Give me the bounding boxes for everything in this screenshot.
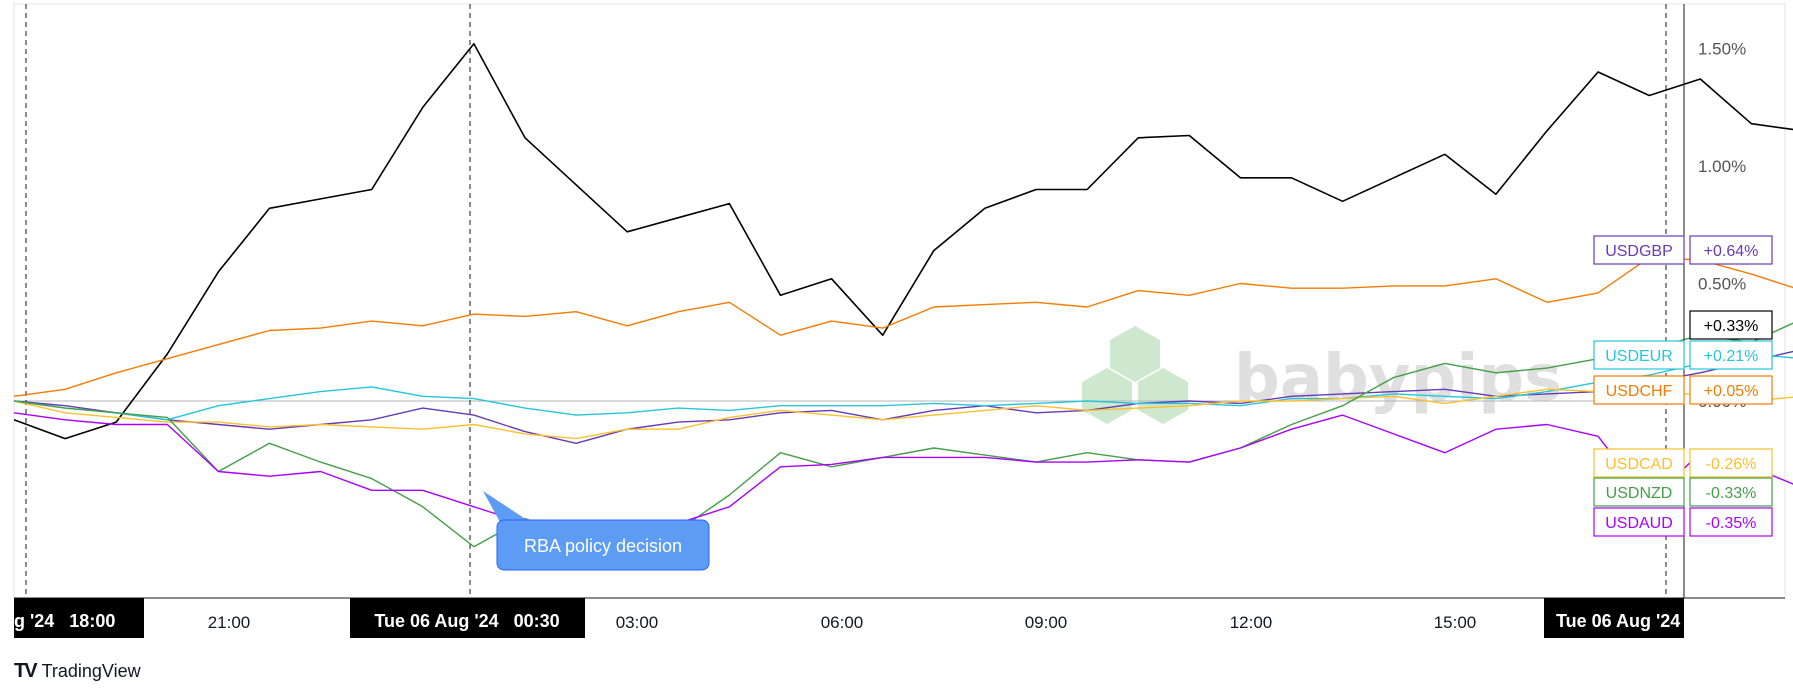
x-end-label-box bbox=[1544, 598, 1684, 638]
series-value-badge bbox=[1689, 340, 1773, 370]
tradingview-logo-icon: TV bbox=[14, 660, 38, 682]
watermark-text: babypips bbox=[1234, 342, 1562, 416]
series-value-label: +0.64% bbox=[1704, 243, 1759, 260]
tradingview-branding: TV TradingView bbox=[14, 660, 141, 683]
series-name-badge bbox=[1593, 375, 1685, 405]
x-highlight-label-box bbox=[350, 598, 585, 638]
series-value-label: -0.26% bbox=[1706, 456, 1757, 473]
x-highlight-label: Tue 06 Aug '24 00:30 bbox=[374, 611, 559, 631]
series-value-badge bbox=[1689, 375, 1773, 405]
series-lines bbox=[13, 42, 1793, 548]
series-line-usdeur bbox=[13, 353, 1793, 421]
series-line-usdnzd bbox=[13, 322, 1793, 548]
series-name-badge bbox=[1593, 340, 1685, 370]
series-name-label: USDNZD bbox=[1606, 485, 1673, 502]
callout-text: RBA policy decision bbox=[524, 536, 682, 556]
series-value-label: +0.33% bbox=[1704, 318, 1759, 335]
x-tick-label: 12:00 bbox=[1230, 613, 1273, 632]
series-line-usdgbp bbox=[13, 350, 1793, 444]
series-name-badge bbox=[1593, 477, 1685, 507]
series-line-usdchf bbox=[13, 256, 1793, 397]
series-name-badge bbox=[1593, 507, 1685, 537]
y-tick-label: 1.50% bbox=[1698, 40, 1746, 59]
series-value-badge bbox=[1689, 507, 1773, 537]
series-name-badge bbox=[1593, 448, 1685, 478]
series-line-usdcad bbox=[13, 388, 1793, 440]
series-value-label: +0.21% bbox=[1704, 348, 1759, 365]
series-value-label: -0.35% bbox=[1706, 515, 1757, 532]
x-end-label: Tue 06 Aug '24 bbox=[1556, 611, 1680, 631]
y-tick-label: 1.00% bbox=[1698, 157, 1746, 176]
x-tick-label: 21:00 bbox=[208, 613, 251, 632]
series-value-badge bbox=[1689, 310, 1773, 340]
series-name-badge bbox=[1593, 235, 1685, 265]
x-tick-label: 03:00 bbox=[616, 613, 659, 632]
annotation-callout: RBA policy decision bbox=[483, 491, 710, 571]
series-value-badge bbox=[1689, 477, 1773, 507]
series-name-label: USDAUD bbox=[1605, 515, 1673, 532]
series-name-label: USDCAD bbox=[1605, 456, 1673, 473]
series-line-usdjpy bbox=[13, 42, 1793, 440]
callout-pointer bbox=[483, 491, 530, 522]
x-end-label-group: Tue 06 Aug '24 bbox=[1544, 598, 1684, 638]
series-line-usdaud bbox=[13, 412, 1793, 538]
chart-frame bbox=[13, 3, 1786, 599]
callout-box bbox=[496, 519, 710, 571]
series-name-label: USDGBP bbox=[1605, 243, 1673, 260]
y-tick-label: 0.50% bbox=[1698, 275, 1746, 294]
watermark-hex-icon bbox=[1110, 326, 1160, 382]
brand-name: TradingView bbox=[41, 661, 141, 681]
x-start-label: g '24 18:00 bbox=[14, 611, 115, 631]
x-start-label-box bbox=[14, 598, 144, 638]
series-name-label: USDEUR bbox=[1605, 348, 1673, 365]
series-name-label: USDCHF bbox=[1606, 383, 1673, 400]
watermark-hex-icon bbox=[1138, 368, 1188, 424]
x-axis: 21:00 03:00 06:00 09:00 12:00 15:00 g '24 18:0… bbox=[14, 598, 1684, 638]
series-value-badge bbox=[1689, 235, 1773, 265]
x-tick-label: 09:00 bbox=[1025, 613, 1068, 632]
series-value-label: +0.05% bbox=[1704, 383, 1759, 400]
series-value-label: -0.33% bbox=[1706, 485, 1757, 502]
x-tick-label: 06:00 bbox=[821, 613, 864, 632]
series-badges: +0.33% USDGBP +0.64% USDEUR +0.21% USDCHF +0.0… bbox=[1593, 235, 1773, 537]
x-tick-label: 15:00 bbox=[1434, 613, 1477, 632]
series-value-badge bbox=[1689, 448, 1773, 478]
